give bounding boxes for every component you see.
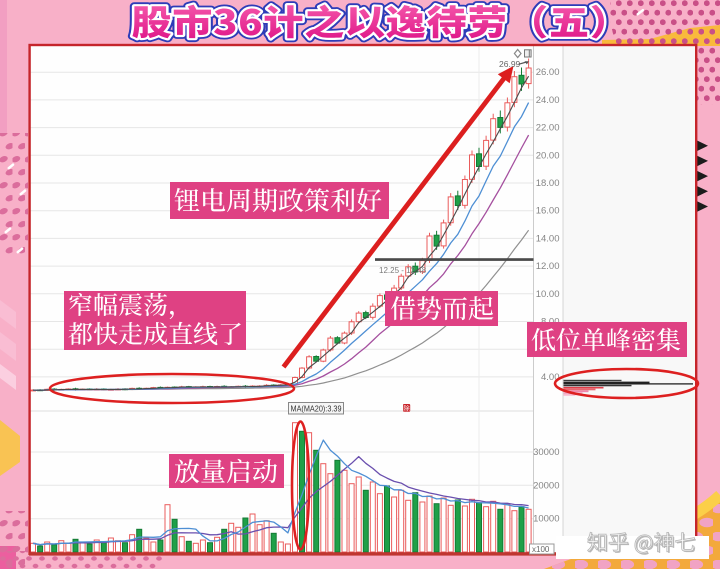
svg-text:4.00: 4.00 — [541, 372, 560, 383]
svg-text:MA(MA20):3.39: MA(MA20):3.39 — [291, 405, 342, 414]
svg-text:10000: 10000 — [533, 514, 559, 525]
svg-text:12.00: 12.00 — [536, 261, 560, 272]
svg-text:16.00: 16.00 — [536, 206, 560, 217]
svg-text:10.00: 10.00 — [536, 289, 560, 300]
svg-text:26.00: 26.00 — [536, 67, 560, 78]
svg-text:14.00: 14.00 — [536, 233, 560, 244]
svg-text:30000: 30000 — [533, 447, 559, 458]
svg-text:12.25 - 12.48: 12.25 - 12.48 — [379, 266, 427, 275]
svg-text:20.00: 20.00 — [536, 150, 560, 161]
svg-text:22.00: 22.00 — [536, 123, 560, 134]
svg-text:x100: x100 — [532, 545, 550, 554]
svg-text:18.00: 18.00 — [536, 178, 560, 189]
svg-text:24.00: 24.00 — [536, 95, 560, 106]
svg-text:20000: 20000 — [533, 480, 559, 491]
svg-text:26.99: 26.99 — [499, 59, 521, 69]
